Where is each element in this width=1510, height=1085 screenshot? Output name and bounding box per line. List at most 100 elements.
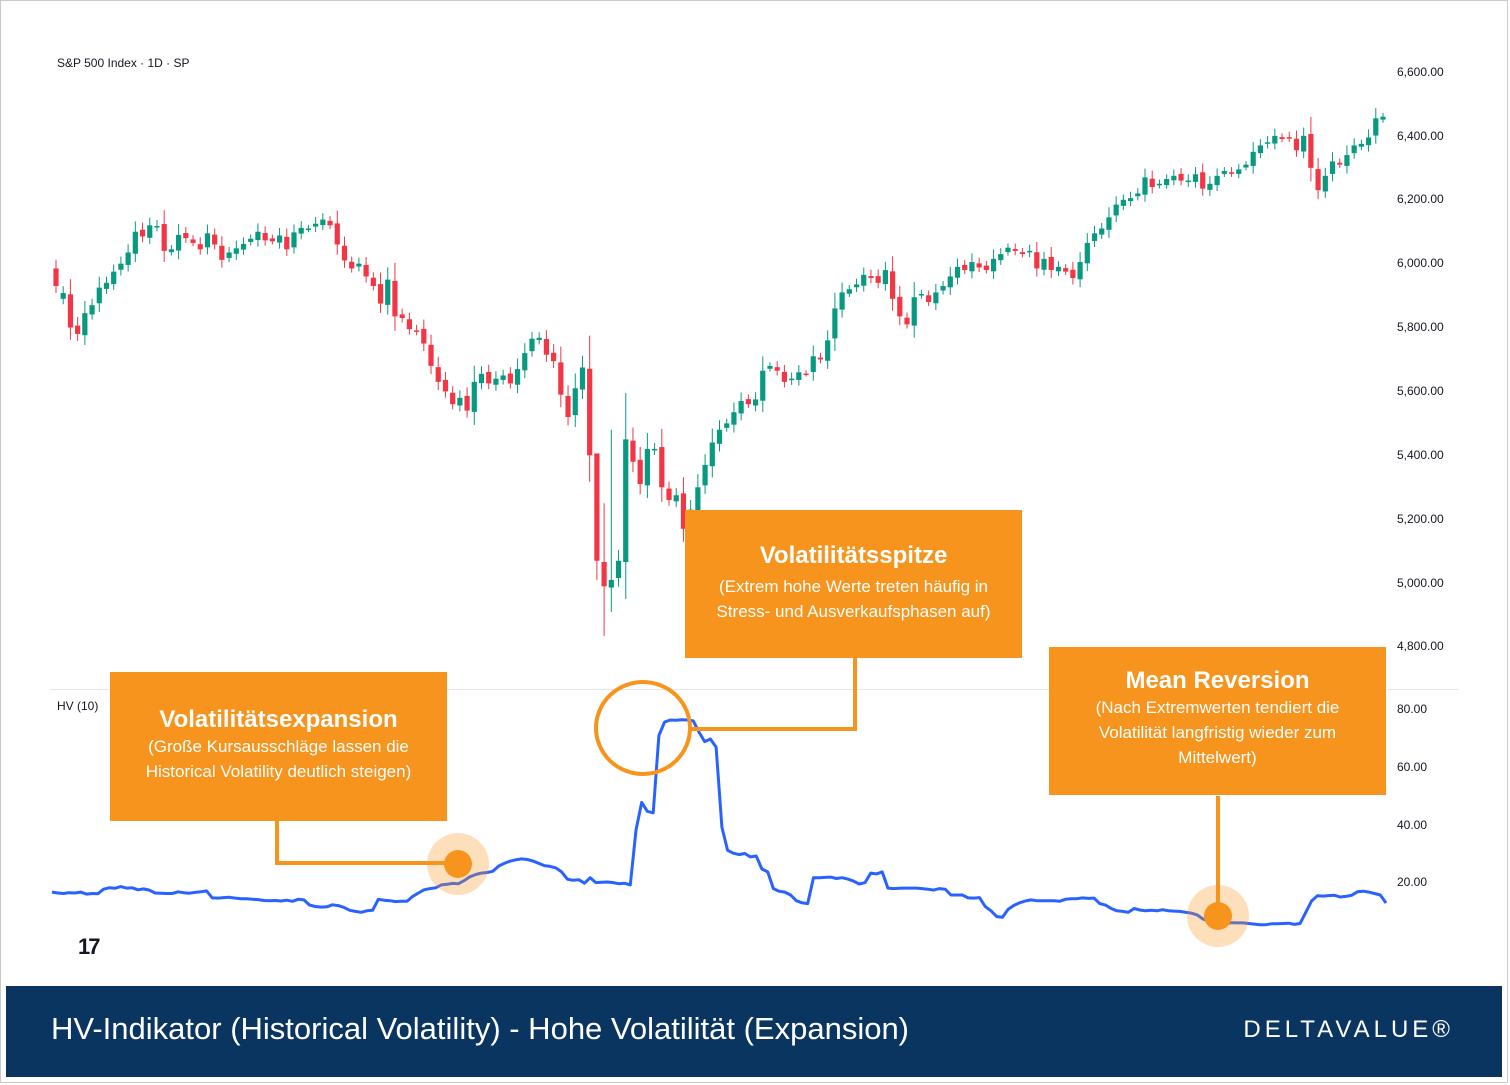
candle-down: [976, 263, 982, 268]
candle-up: [522, 353, 528, 371]
candle-down: [349, 261, 355, 269]
candle-up: [969, 262, 975, 272]
price-tick-label: 6,000.00: [1397, 256, 1444, 270]
price-tick-label: 5,200.00: [1397, 512, 1444, 526]
candle-up: [716, 429, 723, 444]
candle-up: [1365, 137, 1372, 146]
candle-up: [861, 274, 867, 286]
candle-down: [334, 223, 340, 245]
candle-up: [940, 286, 946, 291]
price-tick-label: 4,800.00: [1397, 639, 1444, 653]
candle-down: [543, 339, 550, 355]
candle-up: [954, 266, 961, 278]
candle-down: [190, 239, 196, 243]
candle-up: [60, 293, 66, 299]
candle-down: [1337, 162, 1343, 165]
hv-chart-title: HV (10): [57, 699, 99, 713]
callout-volatility-expansion: Volatilitätsexpansion (Große Kursausschl…: [110, 672, 447, 821]
candle-down: [558, 362, 564, 395]
candle-down: [551, 352, 557, 362]
candle-down: [1063, 268, 1069, 272]
candle-up: [947, 276, 953, 288]
callout-mean-reversion: Mean Reversion (Nach Extremwerten tendie…: [1049, 647, 1386, 795]
hv-tick-label: 40.00: [1397, 818, 1428, 832]
candle-up: [514, 369, 521, 385]
candle-down: [363, 264, 369, 277]
candle-up: [1351, 145, 1357, 154]
candle-down: [284, 236, 290, 250]
candle-up: [572, 388, 578, 416]
candle-up: [320, 219, 326, 226]
candle-up: [579, 367, 586, 390]
candle-up: [1142, 177, 1148, 195]
candle-up: [1099, 228, 1105, 235]
tradingview-logo-icon: 17: [78, 934, 101, 959]
candle-down: [413, 330, 420, 332]
hv-line: [51, 718, 1388, 927]
candle-up: [1214, 175, 1220, 186]
callout-expansion-title: Volatilitätsexpansion: [159, 706, 398, 733]
candle-down: [868, 276, 874, 279]
candle-up: [226, 252, 232, 258]
candle-up: [298, 227, 304, 234]
candle-down: [1070, 269, 1076, 279]
candle-down: [565, 395, 571, 417]
hv-tick-label: 80.00: [1397, 702, 1428, 716]
candle-up: [1272, 135, 1278, 144]
candle-up: [1164, 179, 1170, 186]
candle-up: [673, 495, 679, 502]
candle-up: [276, 235, 283, 243]
candle-up: [89, 305, 95, 315]
candle-up: [702, 464, 708, 486]
callout-spike-title: Volatilitätsspitze: [759, 542, 948, 569]
candle-up: [1358, 143, 1364, 147]
candle-up: [96, 287, 102, 304]
candle-up: [1236, 169, 1242, 174]
candle-down: [450, 392, 456, 405]
candle-down: [774, 367, 780, 371]
candle-down: [1279, 137, 1285, 140]
candle-down: [666, 488, 672, 501]
candle-down: [781, 371, 788, 382]
candle-up: [709, 442, 715, 467]
candle-up: [132, 231, 138, 254]
candle-up: [752, 399, 759, 406]
candle-down: [1315, 169, 1321, 191]
price-tick-label: 5,800.00: [1397, 320, 1444, 334]
candle-down: [370, 277, 376, 287]
candle-up: [125, 252, 131, 265]
candle-down: [897, 296, 903, 317]
candle-up: [154, 225, 160, 228]
callout-expansion-text-line: Historical Volatility deutlich steigen): [145, 762, 412, 781]
candle-up: [990, 258, 997, 272]
candle-down: [1200, 172, 1206, 189]
candle-up: [1192, 174, 1199, 182]
candle-up: [651, 448, 658, 451]
candle-up: [760, 370, 766, 401]
candle-down: [1034, 252, 1040, 269]
candle-down: [341, 245, 348, 261]
candle-up: [644, 448, 650, 486]
candle-up: [796, 372, 802, 380]
candle-up: [313, 223, 319, 227]
price-tick-label: 5,400.00: [1397, 448, 1444, 462]
candle-up: [724, 423, 730, 428]
candle-up: [853, 284, 860, 288]
candle-up: [1113, 204, 1119, 216]
footer-title: HV-Indikator (Historical Volatility) - H…: [51, 1011, 910, 1046]
candle-up: [839, 292, 845, 310]
candle-up: [1005, 247, 1011, 253]
hv-tick-label: 60.00: [1397, 760, 1428, 774]
candle-up: [1077, 262, 1083, 280]
candle-up: [1265, 142, 1271, 144]
candle-up: [255, 231, 261, 241]
callout-mean-reversion-text-line: (Nach Extremwerten tendiert die: [1095, 698, 1340, 717]
price-tick-label: 5,000.00: [1397, 576, 1444, 590]
candle-down: [1019, 252, 1026, 255]
callout-mean-reversion-title: Mean Reversion: [1125, 667, 1310, 694]
candle-up: [882, 270, 888, 285]
callout-spike-text-line: Stress- und Ausverkaufsphasen auf): [716, 602, 991, 621]
candle-up: [608, 579, 614, 588]
candle-down: [983, 265, 989, 271]
candle-up: [248, 238, 254, 242]
